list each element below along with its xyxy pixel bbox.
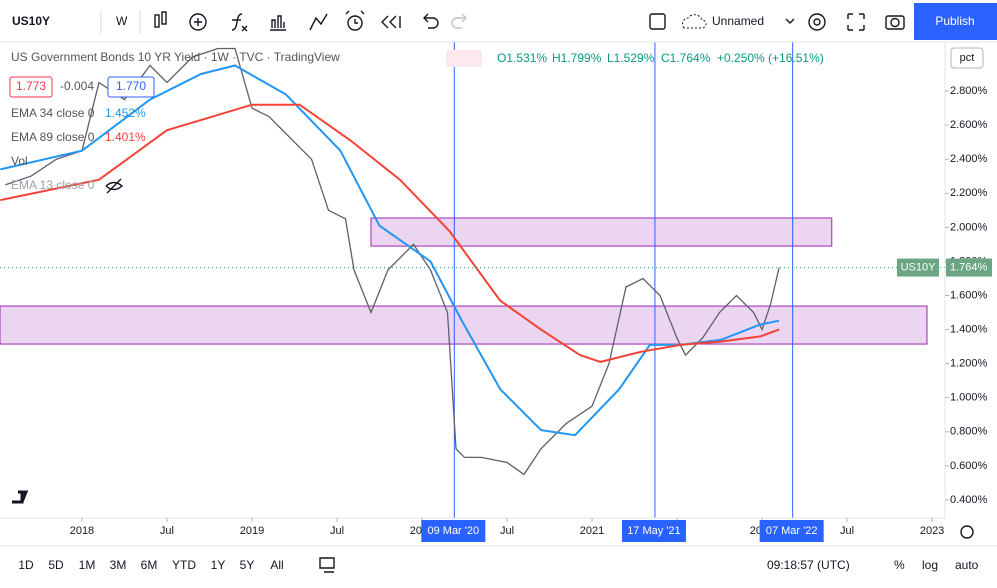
layout-name[interactable]: Unnamed: [712, 14, 764, 28]
legend-high: H1.799%: [552, 51, 602, 65]
range-button[interactable]: 1M: [79, 558, 96, 572]
symbol-tag-label: US10Y: [901, 261, 937, 273]
log-toggle[interactable]: log: [922, 558, 938, 572]
range-button[interactable]: All: [270, 558, 283, 572]
legend-open: O1.531%: [497, 51, 547, 65]
y-tick-label: 0.800%: [950, 426, 988, 438]
legend-title: US Government Bonds 10 YR Yield · 1W · T…: [11, 50, 340, 64]
bid: 1.773: [16, 79, 46, 93]
range-button[interactable]: 1Y: [211, 558, 226, 572]
toolbar-icons[interactable]: [100, 10, 905, 34]
marker-date: 07 Mar '22: [766, 525, 818, 537]
series-line: [5, 47, 780, 476]
series-line: [0, 103, 780, 363]
interval[interactable]: W: [116, 14, 128, 28]
marker-date: 17 May '21: [627, 525, 680, 537]
spread: -0.004: [60, 79, 94, 93]
y-tick-label: 1.600%: [950, 289, 988, 301]
ema13-label: EMA 13 close 0: [11, 178, 95, 192]
auto-toggle[interactable]: auto: [955, 558, 979, 572]
marker-date-box: [621, 520, 686, 542]
range-button[interactable]: 5Y: [240, 558, 255, 572]
marker-date-box: [759, 520, 824, 542]
unit: pct: [960, 52, 975, 64]
y-tick-label: 1.400%: [950, 323, 988, 335]
bid-box[interactable]: [9, 76, 53, 98]
marker-date-box: [421, 520, 486, 542]
range-button[interactable]: 3M: [110, 558, 127, 572]
unit-box[interactable]: [950, 47, 984, 69]
x-tick-label: Jul: [330, 525, 344, 537]
zone: [370, 217, 833, 247]
legend-close: C1.764%: [661, 51, 711, 65]
y-tick-label: 2.800%: [950, 85, 988, 97]
ema34-value: 1.452%: [105, 106, 146, 120]
y-tick-label: 2.400%: [950, 153, 988, 165]
x-tick-label: 2023: [920, 525, 944, 537]
clock: 09:18:57 (UTC): [767, 558, 850, 572]
legend-low: L1.529%: [607, 51, 655, 65]
marker-date: 09 Mar '20: [427, 525, 479, 537]
tv-logo: [12, 490, 29, 504]
x-tick-label: Jul: [840, 525, 854, 537]
publish-button[interactable]: [914, 3, 997, 40]
settings-icon[interactable]: [960, 525, 974, 539]
last-price-box: [946, 258, 992, 277]
date-range-icon[interactable]: [319, 557, 335, 573]
last-price-label: 1.764%: [950, 261, 988, 273]
ema34-label: EMA 34 close 0: [11, 106, 95, 120]
range-button[interactable]: 5D: [48, 558, 64, 572]
publish-label[interactable]: Publish: [935, 14, 974, 28]
range-button[interactable]: YTD: [172, 558, 196, 572]
x-tick-label: 2018: [70, 525, 94, 537]
symbol-tag: [897, 258, 939, 277]
y-tick-label: 1.200%: [950, 358, 988, 370]
y-tick-label: 1.000%: [950, 392, 988, 404]
x-tick-label: 2021: [580, 525, 604, 537]
x-tick-label: 2019: [240, 525, 264, 537]
ema89-label: EMA 89 close 0: [11, 130, 95, 144]
legend-badge: [446, 50, 482, 67]
symbol[interactable]: US10Y: [12, 14, 50, 28]
plot: [0, 42, 945, 518]
y-tick-label: 0.600%: [950, 460, 988, 472]
ask-box[interactable]: [107, 76, 155, 98]
y-tick-label: 2.000%: [950, 221, 988, 233]
range-button[interactable]: 1D: [18, 558, 34, 572]
range-buttons: 1D 5D 1M 3M 6M YTD 1Y 5Y All: [18, 558, 283, 572]
vol-label: Vol: [11, 154, 28, 168]
ema89-value: 1.401%: [105, 130, 146, 144]
hidden-icon[interactable]: [105, 178, 124, 194]
y-tick-label: 2.200%: [950, 187, 988, 199]
legend-change: +0.250% (+16.51%): [717, 51, 824, 65]
x-tick-label: Jul: [500, 525, 514, 537]
y-tick-label: 2.600%: [950, 119, 988, 131]
toolbar: [0, 0, 997, 42]
percent-toggle[interactable]: %: [894, 558, 905, 572]
ask: 1.770: [116, 79, 146, 93]
y-tick-label: 0.400%: [950, 494, 988, 506]
x-tick-label: Jul: [160, 525, 174, 537]
range-button[interactable]: 6M: [141, 558, 158, 572]
